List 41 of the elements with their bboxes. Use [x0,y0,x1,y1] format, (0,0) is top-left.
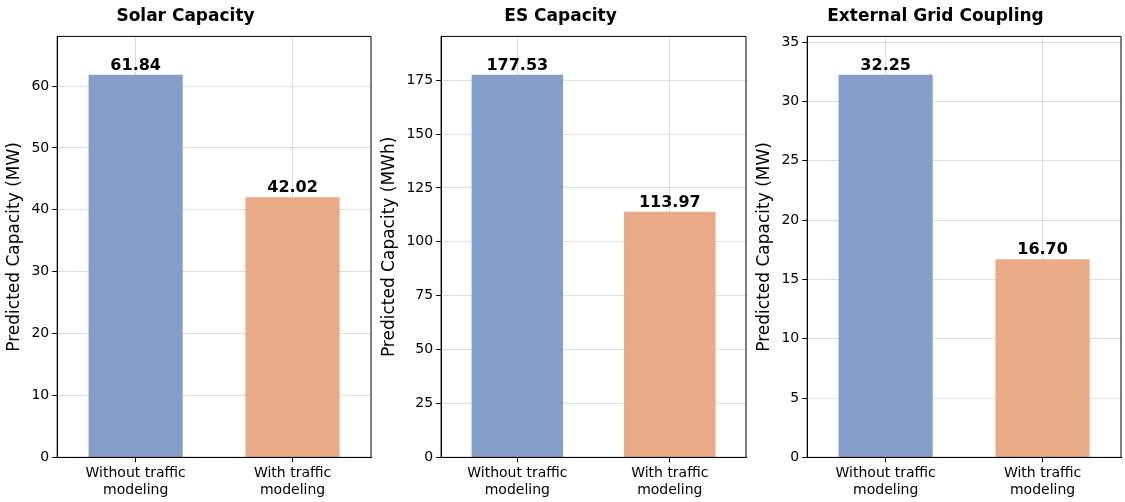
y-tick-label: 5 [790,388,800,405]
y-tick-label: 25 [781,151,800,168]
y-tick-label: 10 [781,329,800,346]
data-label: 32.25 [860,54,911,74]
y-tick-label: 20 [31,324,50,341]
y-tick-label: 100 [406,232,434,249]
data-label: 61.84 [110,54,161,74]
y-tick-label: 40 [31,200,50,217]
y-tick-label: 50 [31,138,50,155]
x-tick-label: Without traffic modeling [467,464,568,498]
data-label: 16.70 [1017,239,1068,259]
chart-title: External Grid Coupling [827,4,1044,25]
y-tick-label: 0 [424,448,434,465]
y-tick-label: 60 [31,76,50,93]
y-tick-label: 35 [781,32,800,49]
chart-title: Solar Capacity [116,4,255,25]
y-tick-label: 15 [781,270,800,287]
x-tick-label: With traffic modeling [631,464,709,498]
data-label: 42.02 [267,177,318,197]
y-tick-label: 10 [31,386,50,403]
y-tick-label: 75 [415,286,434,303]
y-tick-label: 50 [415,340,434,357]
y-tick-label: 20 [781,210,800,227]
y-tick-label: 150 [406,124,434,141]
y-tick-label: 175 [406,70,434,87]
x-tick-label: With traffic modeling [253,464,332,498]
y-tick-label: 30 [31,262,50,279]
y-tick-label: 0 [40,448,50,465]
y-tick-label: 25 [415,394,434,411]
y-axis-title: Predicted Capacity (MW) [752,142,773,352]
data-label: 177.53 [486,54,549,74]
x-tick-label: With traffic modeling [1003,464,1082,498]
y-tick-label: 125 [406,178,434,195]
y-tick-label: 0 [790,448,800,465]
x-tick-label: Without traffic modeling [835,464,936,498]
y-axis-title: Predicted Capacity (MW) [2,142,23,352]
data-label: 113.97 [638,191,701,211]
x-tick-label: Without traffic modeling [85,464,186,498]
y-tick-label: 30 [781,92,800,109]
y-axis-title: Predicted Capacity (MWh) [377,136,398,358]
chart-title: ES Capacity [504,4,617,25]
